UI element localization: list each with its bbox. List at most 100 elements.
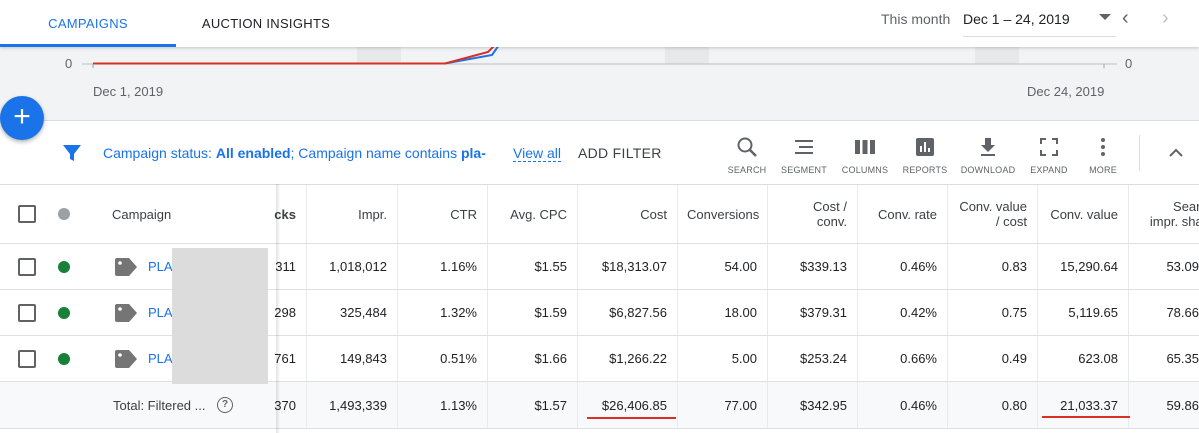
row-checkbox[interactable]	[18, 257, 36, 276]
more-button[interactable]: MORE	[1073, 135, 1133, 175]
campaign-name-link[interactable]: PLA	[148, 351, 173, 366]
tab-campaigns-label: CAMPAIGNS	[48, 16, 128, 31]
filter-icon[interactable]	[62, 143, 82, 168]
cell-clicks: 298	[274, 290, 307, 335]
date-range-underline	[963, 36, 1116, 37]
cell-cost: $1,266.22	[578, 336, 678, 381]
header-conv-value-per-cost-line1: Conv. value	[959, 199, 1027, 214]
header-avg-cpc[interactable]: Avg. CPC	[488, 185, 578, 243]
add-filter-button[interactable]: ADD FILTER	[578, 145, 662, 161]
header-conv-value-per-cost[interactable]: Conv. value / cost	[948, 185, 1038, 243]
chevron-up-icon[interactable]	[1166, 143, 1186, 168]
filter-name-prefix: ; Campaign name contains	[290, 145, 461, 161]
header-cost[interactable]: Cost	[578, 185, 678, 243]
more-vert-icon	[1101, 138, 1105, 156]
cell-conversions: 18.00	[678, 290, 768, 335]
cell-impr: 325,484	[307, 290, 398, 335]
date-range-label: This month	[881, 11, 951, 27]
header-conv-value-per-cost-line2: / cost	[995, 214, 1027, 229]
add-campaign-button[interactable]: +	[0, 96, 44, 140]
total-conv-value-per-cost: 0.80	[948, 382, 1038, 428]
header-cost-per-conv[interactable]: Cost / conv.	[768, 185, 858, 243]
filter-bar: Campaign status: All enabled; Campaign n…	[0, 120, 1199, 184]
total-avg-cpc: $1.57	[488, 382, 578, 428]
cell-cost-per-conv: $339.13	[768, 244, 858, 289]
series-line-blue	[93, 47, 499, 65]
total-search-impr-share: 59.86	[1166, 397, 1199, 413]
campaign-name-link[interactable]: PLA	[148, 305, 173, 320]
filter-name-value: pla-	[460, 145, 486, 161]
chevron-right-icon[interactable]: ›	[1162, 7, 1169, 29]
tab-campaigns[interactable]: CAMPAIGNS	[0, 0, 176, 47]
segment-icon	[795, 140, 813, 154]
expand-button[interactable]: EXPAND	[1019, 135, 1079, 175]
cell-conversions: 54.00	[678, 244, 768, 289]
cell-search-impr-share: 65.35	[1166, 351, 1199, 366]
total-conversions: 77.00	[678, 382, 768, 428]
search-button[interactable]: SEARCH	[717, 135, 777, 175]
header-campaign[interactable]: Campaign	[112, 206, 172, 222]
weekend-band	[665, 47, 709, 64]
download-icon	[981, 138, 995, 156]
cell-cost: $18,313.07	[578, 244, 678, 289]
segment-button[interactable]: SEGMENT	[774, 135, 834, 175]
header-conv-rate[interactable]: Conv. rate	[858, 185, 948, 243]
cell-ctr: 1.16%	[398, 244, 488, 289]
total-cost-per-conv: $342.95	[768, 382, 858, 428]
header-conv-value[interactable]: Conv. value	[1038, 185, 1129, 243]
cell-conv-rate: 0.42%	[858, 290, 948, 335]
series-line-red	[93, 47, 495, 65]
header-impr[interactable]: Impr.	[307, 185, 398, 243]
status-enabled-icon[interactable]	[58, 306, 70, 319]
more-label: MORE	[1089, 165, 1117, 175]
cell-avg-cpc: $1.55	[488, 244, 578, 289]
cell-conv-rate: 0.66%	[858, 336, 948, 381]
columns-button[interactable]: COLUMNS	[835, 135, 895, 175]
active-filters[interactable]: Campaign status: All enabled; Campaign n…	[103, 145, 486, 161]
total-conv-rate: 0.46%	[858, 382, 948, 428]
select-all-checkbox[interactable]	[18, 205, 36, 223]
header-cost-per-conv-line2: conv.	[816, 214, 847, 229]
cell-conv-value-per-cost: 0.75	[948, 290, 1038, 335]
total-impr: 1,493,339	[307, 382, 398, 428]
cell-conversions: 5.00	[678, 336, 768, 381]
header-clicks[interactable]: cks	[274, 185, 307, 243]
view-all-link[interactable]: View all	[513, 145, 561, 162]
tab-auction-insights-label: AUCTION INSIGHTS	[201, 16, 331, 31]
header-conversions[interactable]: Conversions	[678, 185, 768, 243]
chevron-left-icon[interactable]: ‹	[1122, 7, 1129, 29]
y-axis-right-tick: 0	[1125, 56, 1133, 71]
cell-avg-cpc: $1.59	[488, 290, 578, 335]
search-label: SEARCH	[727, 165, 767, 175]
row-checkbox[interactable]	[18, 303, 36, 322]
cell-clicks: 761	[274, 336, 307, 381]
status-enabled-icon[interactable]	[58, 352, 70, 365]
campaign-name-link[interactable]: PLA	[148, 259, 173, 274]
header-search-impr-share-line2: impr. shar	[1149, 214, 1199, 229]
weekend-band	[357, 47, 401, 64]
status-enabled-icon[interactable]	[58, 260, 70, 273]
header-search-impr-share[interactable]: Searc impr. shar	[1129, 185, 1199, 243]
reports-button[interactable]: REPORTS	[895, 135, 955, 175]
cost-highlight-underline	[587, 417, 676, 419]
total-label: Total: Filtered ...	[113, 397, 206, 413]
cell-ctr: 0.51%	[398, 336, 488, 381]
columns-icon	[855, 140, 875, 154]
header-ctr[interactable]: CTR	[398, 185, 488, 243]
date-range-select[interactable]: Dec 1 – 24, 2019	[963, 11, 1070, 27]
reports-icon	[916, 138, 934, 156]
tab-auction-insights[interactable]: AUCTION INSIGHTS	[176, 0, 356, 47]
cell-ctr: 1.32%	[398, 290, 488, 335]
y-axis-left-tick: 0	[65, 56, 73, 71]
active-tab-indicator	[0, 44, 176, 47]
chevron-down-icon[interactable]	[1099, 14, 1111, 20]
help-icon[interactable]: ?	[217, 397, 233, 413]
cell-conv-rate: 0.46%	[858, 244, 948, 289]
expand-icon	[1040, 138, 1058, 156]
row-checkbox[interactable]	[18, 349, 36, 368]
cell-conv-value: 15,290.64	[1038, 244, 1129, 289]
download-button[interactable]: DOWNLOAD	[958, 135, 1018, 175]
status-column-icon[interactable]	[58, 208, 70, 220]
shopping-tag-icon	[114, 257, 138, 281]
total-conv-value: 21,033.37	[1038, 382, 1129, 428]
